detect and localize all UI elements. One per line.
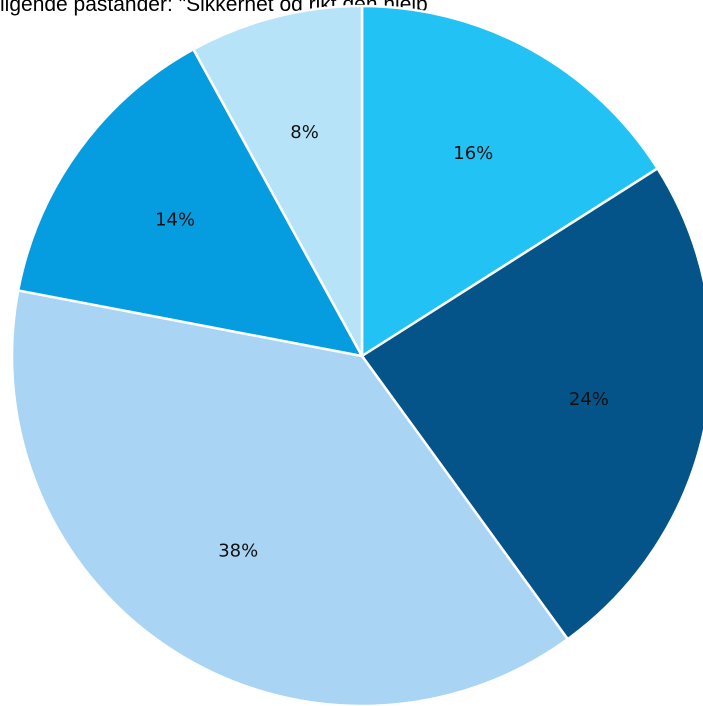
pie-slice-0 xyxy=(360,4,659,358)
pie-slice-label-4: 8% xyxy=(290,122,319,143)
pie-slice-label-1: 24% xyxy=(569,389,609,410)
pie-slice-3 xyxy=(16,48,364,358)
pie-slice-1 xyxy=(360,167,703,641)
pie-slice-4 xyxy=(192,4,364,358)
pie-slice-label-0: 16% xyxy=(453,143,493,164)
pie-slice-2 xyxy=(10,289,569,706)
pie-slices xyxy=(10,4,703,706)
pie-slice-label-3: 14% xyxy=(155,210,195,231)
pie-slice-label-2: 38% xyxy=(218,541,258,562)
pie-labels: 16% 24% 38% 14% 8% xyxy=(155,122,609,562)
